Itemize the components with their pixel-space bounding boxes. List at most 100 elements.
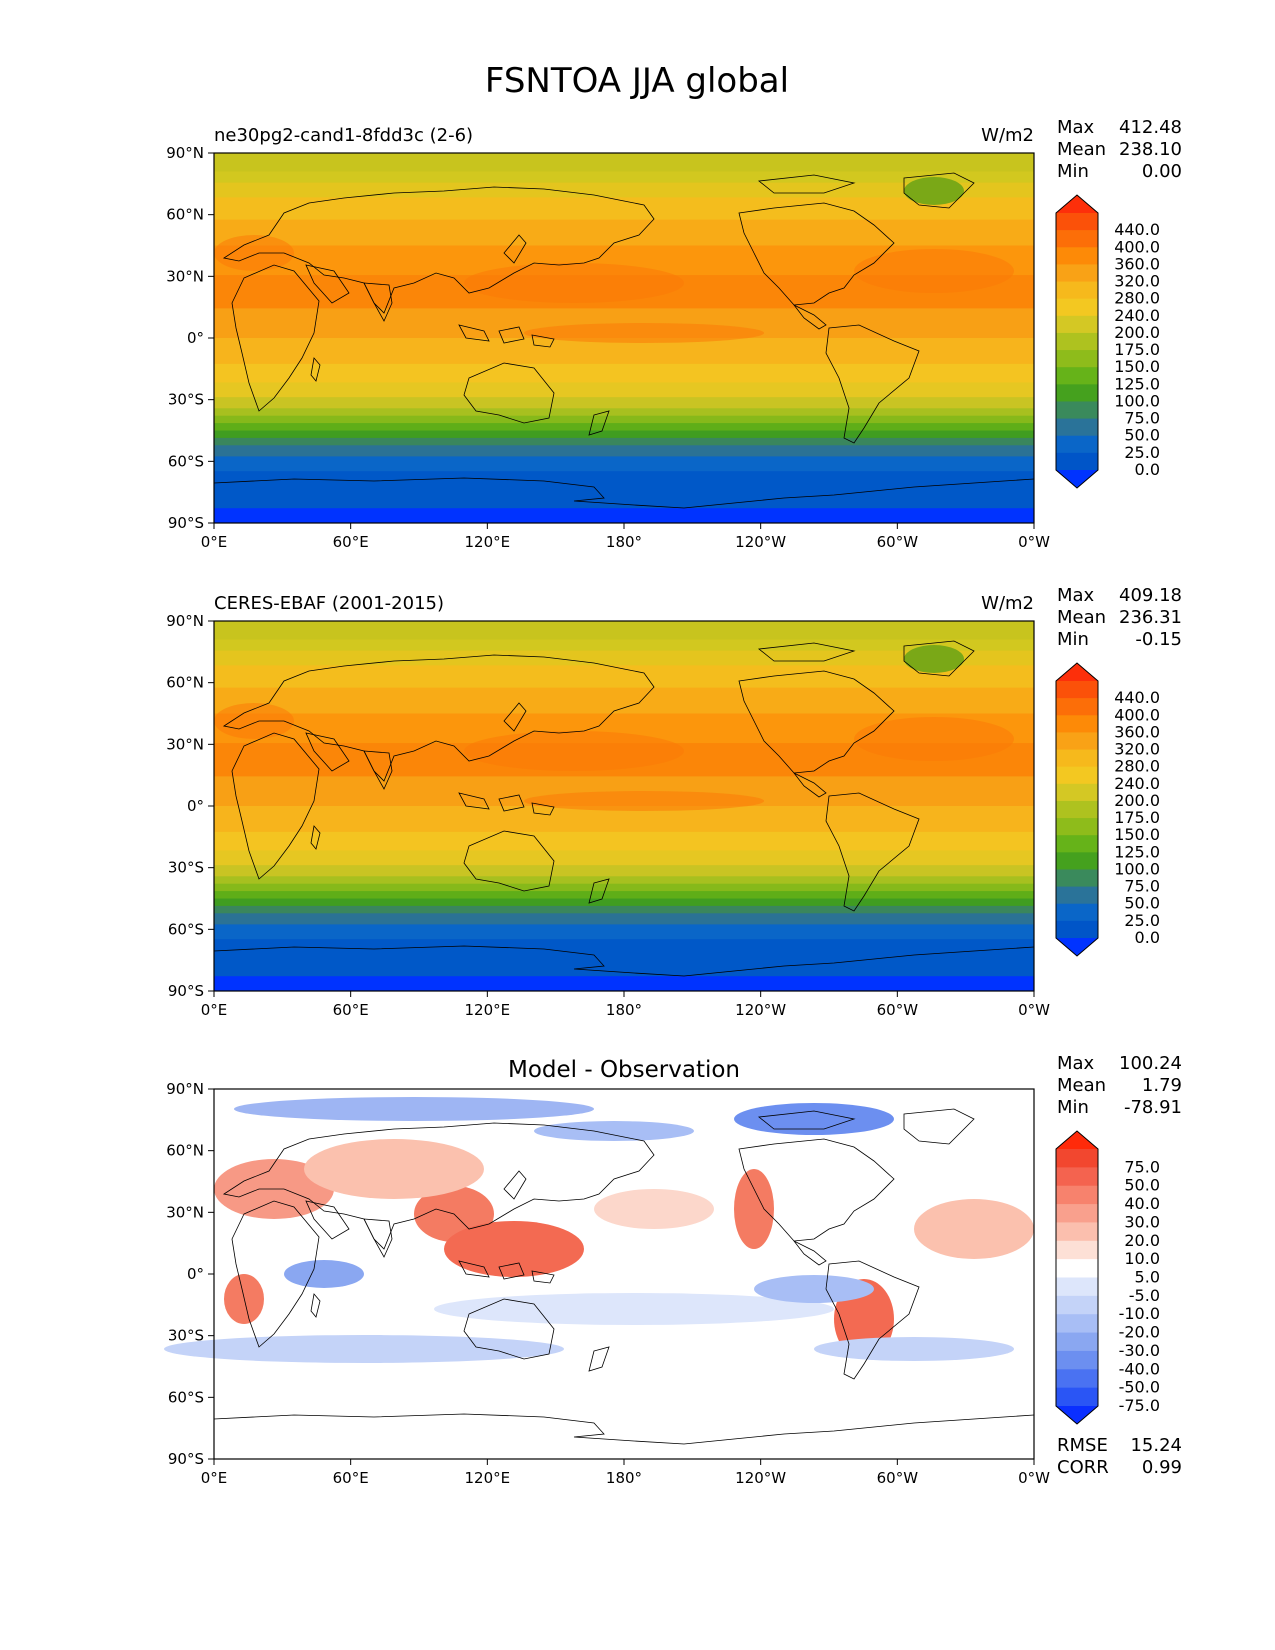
greenland-field bbox=[904, 177, 964, 205]
colorbar-label: 400.0 bbox=[1114, 705, 1160, 724]
colorbar: 440.0400.0360.0320.0280.0240.0200.0175.0… bbox=[1055, 662, 1160, 957]
colorbar: 75.050.040.030.020.010.05.0-5.0-10.0-20.… bbox=[1055, 1130, 1160, 1425]
colorbar-swatch bbox=[1056, 247, 1098, 265]
colorbar-label: 320.0 bbox=[1114, 272, 1160, 291]
field-band bbox=[214, 363, 1034, 383]
lat-tick-label: 0° bbox=[187, 329, 204, 347]
stat-label: Mean bbox=[1057, 607, 1106, 628]
field-band bbox=[214, 445, 1034, 457]
stat-label: RMSE bbox=[1057, 1435, 1108, 1456]
colorbar-swatch bbox=[1056, 315, 1098, 334]
colorbar-label: -10.0 bbox=[1119, 1304, 1160, 1323]
colorbar-label: 100.0 bbox=[1114, 859, 1160, 878]
colorbar-label: 280.0 bbox=[1114, 757, 1160, 776]
colorbar-label: 10.0 bbox=[1124, 1249, 1160, 1268]
lat-tick-label: 60°N bbox=[166, 206, 204, 224]
lon-tick-label: 120°W bbox=[735, 1001, 786, 1019]
colorbar-label: 360.0 bbox=[1114, 722, 1160, 741]
lon-tick-label: 60°W bbox=[877, 533, 919, 551]
field-band bbox=[214, 898, 1034, 907]
field-band bbox=[214, 865, 1034, 877]
field-band bbox=[214, 883, 1034, 892]
lon-tick-label: 120°E bbox=[465, 1001, 511, 1019]
colorbar-label: 25.0 bbox=[1124, 443, 1160, 462]
colorbar-swatch bbox=[1056, 783, 1098, 802]
lon-tick-label: 0°W bbox=[1018, 533, 1050, 551]
colorbar-label: 50.0 bbox=[1124, 894, 1160, 913]
lat-tick-label: 90°N bbox=[166, 1080, 204, 1098]
lon-tick-label: 120°E bbox=[465, 533, 511, 551]
colorbar-label: 25.0 bbox=[1124, 911, 1160, 930]
lon-tick-label: 60°W bbox=[877, 1001, 919, 1019]
field-band bbox=[214, 430, 1034, 439]
colorbar-label: 50.0 bbox=[1124, 426, 1160, 445]
anomaly-blob bbox=[304, 1139, 484, 1199]
colorbar-outline bbox=[1055, 662, 1099, 957]
field-blob bbox=[214, 235, 294, 271]
colorbar-swatch bbox=[1056, 1350, 1098, 1370]
colorbar-swatch bbox=[1056, 800, 1098, 819]
colorbar-swatch bbox=[1056, 230, 1098, 248]
stat-label: CORR bbox=[1057, 1457, 1109, 1478]
colorbar-outline bbox=[1055, 194, 1099, 489]
colorbar-swatch bbox=[1056, 401, 1098, 420]
colorbar-extend-max bbox=[1056, 663, 1098, 681]
stat-label: Min bbox=[1057, 161, 1089, 182]
field-band bbox=[214, 171, 1034, 184]
colorbar-swatch bbox=[1056, 698, 1098, 716]
stat-label: Max bbox=[1057, 117, 1095, 138]
colorbar-label: -20.0 bbox=[1119, 1323, 1160, 1342]
anomaly-blob bbox=[534, 1121, 694, 1141]
lon-tick-label: 0°E bbox=[201, 1469, 228, 1487]
colorbar-label: 150.0 bbox=[1114, 825, 1160, 844]
lon-tick-label: 0°W bbox=[1018, 1469, 1050, 1487]
colorbar-label: 175.0 bbox=[1114, 340, 1160, 359]
colorbar-label: 360.0 bbox=[1114, 254, 1160, 273]
colorbar-swatch bbox=[1056, 681, 1098, 699]
colorbar-label: 440.0 bbox=[1114, 220, 1160, 239]
stat-value: 236.31 bbox=[1119, 607, 1182, 628]
colorbar-swatch bbox=[1056, 732, 1098, 751]
colorbar-swatch bbox=[1056, 869, 1098, 888]
stat-value: 100.24 bbox=[1119, 1053, 1182, 1074]
figure-title: FSNTOA JJA global bbox=[485, 61, 789, 101]
colorbar: 440.0400.0360.0320.0280.0240.0200.0175.0… bbox=[1055, 194, 1160, 489]
colorbar-swatch bbox=[1056, 886, 1098, 905]
colorbar-swatch bbox=[1056, 715, 1098, 733]
field-band bbox=[214, 153, 1034, 172]
lat-tick-label: 30°N bbox=[166, 735, 204, 753]
colorbar-swatch bbox=[1056, 1259, 1098, 1278]
panel-obs: 90°N 60°N 30°N 0° 30°S 60°S 90°S0°E 60°E 120°E 18… bbox=[166, 585, 1182, 1019]
colorbar-label: 0.0 bbox=[1135, 460, 1160, 479]
lat-tick-label: 0° bbox=[187, 797, 204, 815]
map-field bbox=[164, 1089, 1034, 1459]
lat-tick-label: 30°N bbox=[166, 1203, 204, 1221]
field-blob bbox=[214, 703, 294, 739]
stat-label: Max bbox=[1057, 1053, 1095, 1074]
colorbar-swatch bbox=[1056, 818, 1098, 836]
stat-value: 0.99 bbox=[1142, 1457, 1182, 1478]
colorbar-swatch bbox=[1056, 1332, 1098, 1352]
colorbar-swatch bbox=[1056, 1240, 1098, 1260]
lon-tick-label: 0°W bbox=[1018, 1001, 1050, 1019]
colorbar-swatch bbox=[1056, 1222, 1098, 1242]
colorbar-swatch bbox=[1056, 213, 1098, 231]
colorbar-label: 50.0 bbox=[1124, 1176, 1160, 1195]
field-blob bbox=[464, 263, 684, 303]
colorbar-swatch bbox=[1056, 1277, 1098, 1297]
colorbar-swatch bbox=[1056, 1369, 1098, 1389]
anomaly-blob bbox=[234, 1097, 594, 1121]
colorbar-label: -40.0 bbox=[1119, 1359, 1160, 1378]
colorbar-label: 440.0 bbox=[1114, 688, 1160, 707]
colorbar-label: 5.0 bbox=[1135, 1268, 1160, 1287]
map-field bbox=[214, 621, 1034, 992]
lon-tick-label: 180° bbox=[606, 1469, 642, 1487]
lat-tick-label: 60°S bbox=[168, 920, 204, 938]
stat-value: 15.24 bbox=[1130, 1435, 1182, 1456]
field-band bbox=[214, 665, 1034, 689]
lat-tick-label: 60°S bbox=[168, 1388, 204, 1406]
colorbar-label: 30.0 bbox=[1124, 1212, 1160, 1231]
colorbar-label: 280.0 bbox=[1114, 289, 1160, 308]
colorbar-label: 75.0 bbox=[1124, 877, 1160, 896]
